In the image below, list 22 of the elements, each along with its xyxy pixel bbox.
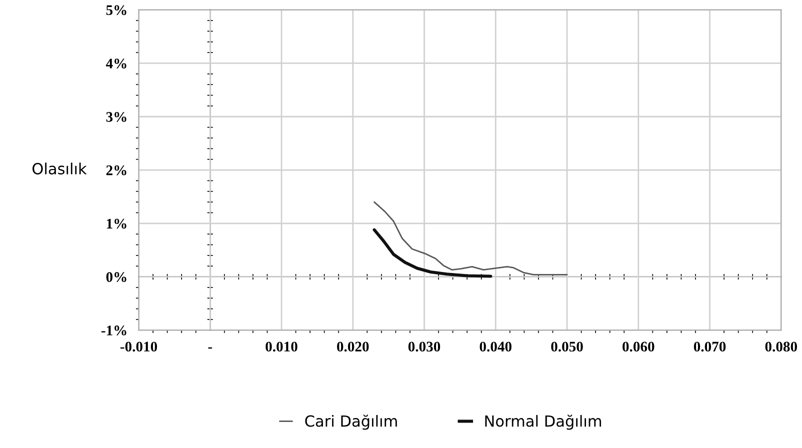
- y-tick-label: 1%: [106, 218, 126, 229]
- x-tick-label: -0.010: [120, 342, 158, 352]
- y-tick-label: 2%: [106, 165, 126, 176]
- y-tick-label: 4%: [106, 58, 126, 68]
- x-tick-label: 0.030: [408, 342, 440, 352]
- x-tick-label: 0.010: [266, 342, 298, 352]
- x-tick-label: 0.060: [622, 342, 654, 352]
- x-tick-label: 0.020: [337, 342, 369, 352]
- x-tick-label: 0.040: [480, 342, 512, 352]
- legend-label: Normal Dağılım: [485, 414, 602, 430]
- y-tick-label: 0%: [106, 272, 126, 282]
- line-series: [372, 228, 492, 278]
- x-tick-label: 0.080: [765, 342, 797, 352]
- x-tick-label: 0.070: [694, 342, 726, 352]
- legend-label: Cari Dağılım: [305, 414, 397, 430]
- y-axis-title: Olasılık: [32, 162, 87, 174]
- y-tick-label: -1%: [101, 326, 126, 336]
- x-tick-label: -: [208, 347, 212, 349]
- x-tick-label: 0.050: [551, 342, 583, 352]
- line-series: [374, 201, 568, 276]
- y-tick-label: 5%: [106, 5, 126, 16]
- y-tick-label: 3%: [106, 112, 126, 122]
